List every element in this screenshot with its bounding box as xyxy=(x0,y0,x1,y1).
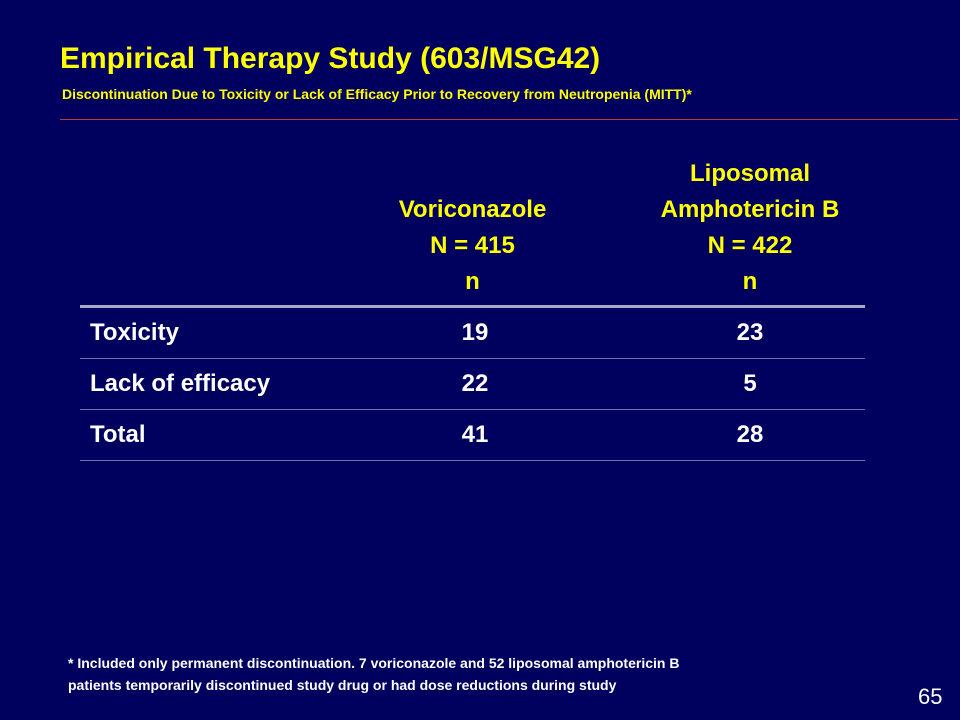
cell-voriconazole: 19 xyxy=(461,319,489,346)
table-row-lack-of-efficacy: Lack of efficacy 22 5 xyxy=(80,359,865,410)
slide-subtitle: Discontinuation Due to Toxicity or Lack … xyxy=(62,86,692,102)
cell-voriconazole: 41 xyxy=(461,421,489,448)
footnote-line: * Included only permanent discontinuatio… xyxy=(68,655,680,671)
column-header-line: N = 415 xyxy=(430,232,515,259)
header-divider xyxy=(80,305,865,308)
title-divider xyxy=(60,119,958,120)
footnote-line: patients temporarily discontinued study … xyxy=(68,677,617,693)
column-header-voriconazole: Voriconazole N = 415 n xyxy=(350,170,595,300)
column-header-line: n xyxy=(465,268,480,295)
slide-title: Empirical Therapy Study (603/MSG42) xyxy=(60,42,601,75)
row-label: Total xyxy=(90,421,146,448)
discontinuation-table: Voriconazole N = 415 n Liposomal Amphote… xyxy=(80,160,865,461)
table-row-total: Total 41 28 xyxy=(80,410,865,461)
column-header-liposomal-amphotericin-b: Liposomal Amphotericin B N = 422 n xyxy=(625,160,875,300)
column-header-line: Liposomal xyxy=(689,160,810,187)
cell-liposomal-amphotericin-b: 23 xyxy=(736,319,764,346)
column-header-line: N = 422 xyxy=(707,232,793,259)
cell-voriconazole: 22 xyxy=(461,370,489,397)
cell-liposomal-amphotericin-b: 5 xyxy=(743,370,757,397)
column-header-line: n xyxy=(742,268,758,295)
page-number: 65 xyxy=(918,684,943,709)
column-header-line: Amphotericin B xyxy=(660,196,840,223)
table-row-toxicity: Toxicity 19 23 xyxy=(80,308,865,359)
table-header-row: Voriconazole N = 415 n Liposomal Amphote… xyxy=(80,160,865,308)
cell-liposomal-amphotericin-b: 28 xyxy=(736,421,764,448)
row-label: Lack of efficacy xyxy=(90,370,271,397)
column-header-line: Voriconazole xyxy=(398,196,547,223)
row-label: Toxicity xyxy=(90,319,179,346)
footnote: * Included only permanent discontinuatio… xyxy=(68,652,908,696)
